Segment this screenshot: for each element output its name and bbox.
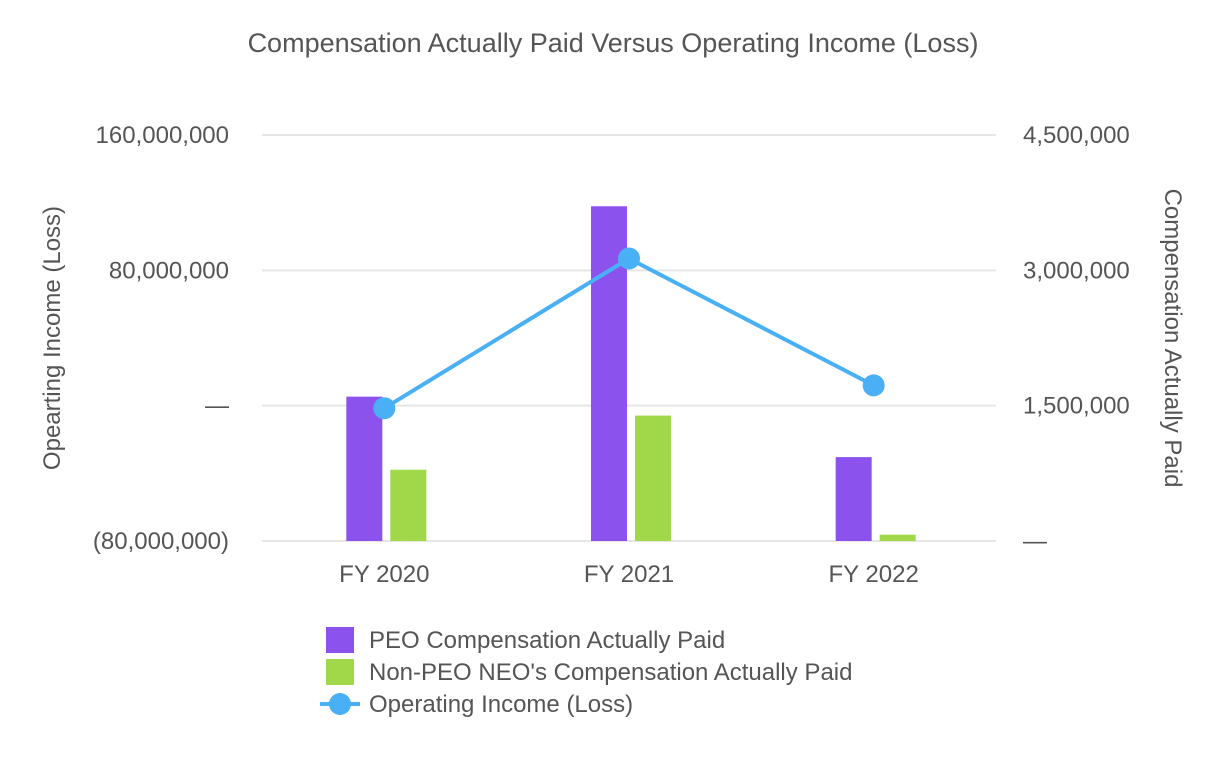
bar-peo-2 <box>835 457 872 541</box>
legend-swatch-peo <box>326 627 354 653</box>
x-tick-label: FY 2020 <box>339 561 429 588</box>
operating-income-line <box>383 256 875 410</box>
right-axis-ticks: 4,500,000 3,000,000 1,500,000 — <box>1023 122 1130 555</box>
operating-income-point-1 <box>618 247 640 270</box>
bar-non-peo-1 <box>635 415 671 541</box>
legend-label: PEO Compensation Actually Paid <box>369 627 725 654</box>
legend-label: Non-PEO NEO's Compensation Actually Paid <box>369 659 852 686</box>
left-axis-ticks: 160,000,000 80,000,000 — (80,000,000) <box>93 122 229 555</box>
left-tick-label: (80,000,000) <box>93 528 229 555</box>
x-tick-label: FY 2021 <box>584 561 674 588</box>
right-axis-label: Compensation Actually Paid <box>1159 189 1186 488</box>
bar-non-peo-2 <box>879 534 916 541</box>
operating-income-point-0 <box>373 397 396 420</box>
legend-label: Operating Income (Loss) <box>369 691 633 718</box>
left-axis-label: Opearting Income (Loss) <box>39 206 66 470</box>
legend-swatch-non-peo <box>326 659 354 685</box>
right-tick-label: 1,500,000 <box>1023 393 1130 420</box>
bars <box>346 206 916 541</box>
left-tick-label: 80,000,000 <box>109 257 229 284</box>
x-tick-label: FY 2022 <box>829 561 919 588</box>
right-tick-label: 4,500,000 <box>1023 122 1130 149</box>
left-tick-label: 160,000,000 <box>96 122 229 149</box>
legend-marker <box>329 693 351 715</box>
chart-title: Compensation Actually Paid Versus Operat… <box>248 28 979 58</box>
bar-peo-0 <box>346 396 383 541</box>
right-tick-label: — <box>1023 528 1047 555</box>
left-tick-label: — <box>205 393 229 420</box>
right-tick-label: 3,000,000 <box>1023 257 1130 284</box>
x-axis-ticks: FY 2020 FY 2021 FY 2022 <box>339 561 919 588</box>
legend: PEO Compensation Actually Paid Non-PEO NE… <box>320 627 852 718</box>
bar-non-peo-0 <box>390 469 427 541</box>
line-series <box>373 247 885 420</box>
operating-income-point-2 <box>862 374 885 397</box>
